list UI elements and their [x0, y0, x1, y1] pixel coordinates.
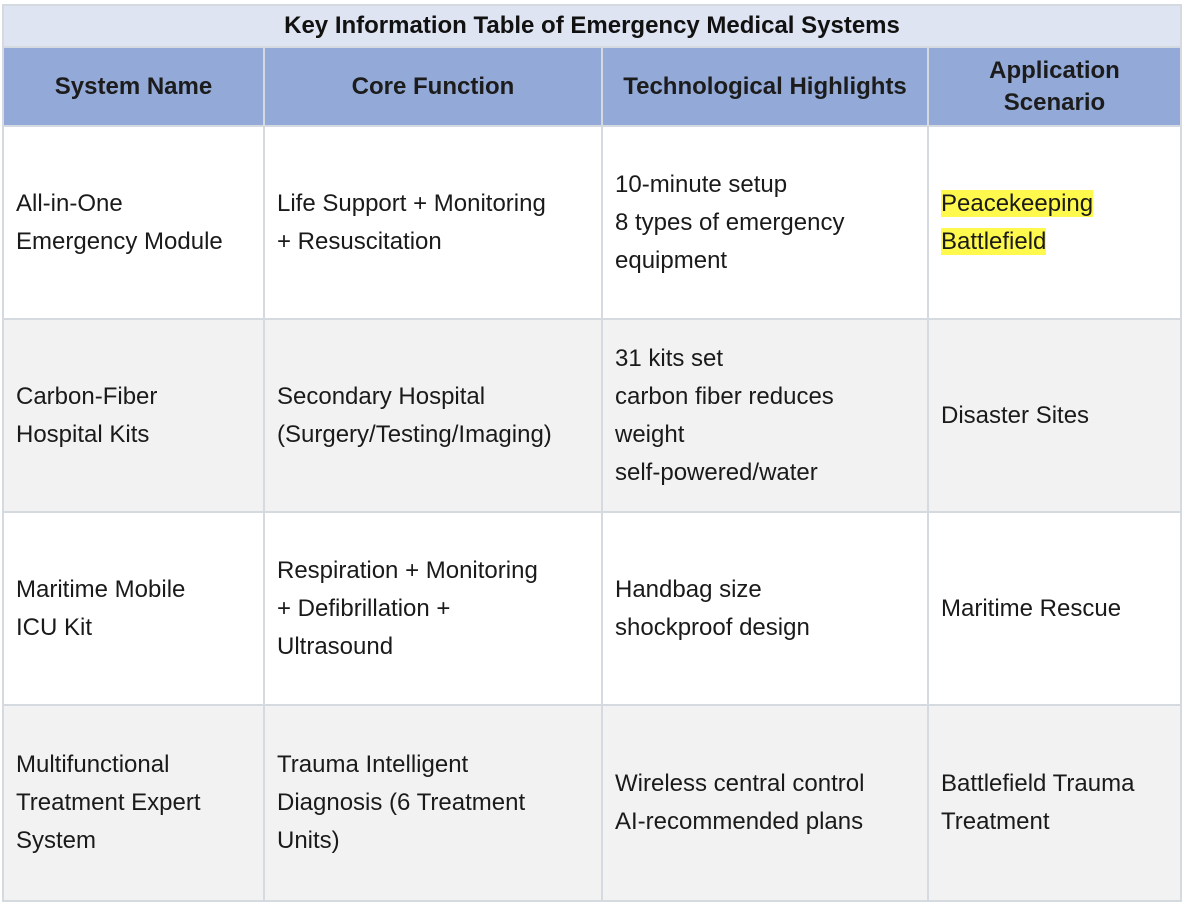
- cell-application-scenario: Disaster Sites: [927, 318, 1182, 513]
- cell-core-function: Trauma Intelligent Diagnosis (6 Treatmen…: [263, 704, 603, 902]
- highlighted-text: Peacekeeping: [941, 189, 1094, 217]
- cell-line: ICU Kit: [16, 613, 93, 641]
- cell-line: + Resuscitation: [277, 227, 442, 255]
- cell-system-name: Multifunctional Treatment Expert System: [2, 704, 265, 902]
- header-technological-highlights: Technological Highlights: [601, 46, 929, 127]
- cell-system-name: Carbon-Fiber Hospital Kits: [2, 318, 265, 513]
- table-title: Key Information Table of Emergency Medic…: [2, 4, 1182, 48]
- cell-line: Ultrasound: [277, 632, 394, 660]
- header-core-function: Core Function: [263, 46, 603, 127]
- cell-line: (Surgery/Testing/Imaging): [277, 420, 552, 448]
- header-line: Technological Highlights: [623, 72, 907, 100]
- cell-line: Emergency Module: [16, 227, 223, 255]
- cell-line: Treatment: [941, 808, 1050, 835]
- cell-line: self-powered/water: [615, 458, 818, 486]
- cell-line: System: [16, 827, 97, 854]
- cell-technological-highlights: 10-minute setup 8 types of emergency equ…: [601, 125, 929, 320]
- table-title-row: Key Information Table of Emergency Medic…: [2, 4, 1182, 48]
- table-row: All-in-One Emergency Module Life Support…: [2, 125, 1182, 320]
- cell-line: Disaster Sites: [941, 401, 1090, 429]
- cell-application-scenario: Maritime Rescue: [927, 511, 1182, 706]
- header-line: System Name: [54, 72, 213, 100]
- cell-line: Hospital Kits: [16, 420, 150, 448]
- cell-line: 10-minute setup: [615, 170, 788, 198]
- cell-line: AI-recommended plans: [615, 808, 864, 835]
- cell-technological-highlights: 31 kits set carbon fiber reduces weight …: [601, 318, 929, 513]
- cell-line: equipment: [615, 246, 728, 274]
- table-row: Carbon-Fiber Hospital Kits Secondary Hos…: [2, 318, 1182, 513]
- cell-line: Units): [277, 827, 340, 854]
- cell-line: Battlefield Trauma: [941, 770, 1135, 797]
- cell-line-highlighted: Battlefield: [941, 223, 1168, 261]
- cell-line: shockproof design: [615, 613, 810, 641]
- table-row: Multifunctional Treatment Expert System …: [2, 704, 1182, 902]
- cell-line-highlighted: Peacekeeping: [941, 185, 1168, 223]
- cell-line: Secondary Hospital: [277, 382, 486, 410]
- cell-line: Trauma Intelligent: [277, 751, 469, 778]
- highlighted-text: Battlefield: [941, 227, 1047, 255]
- emergency-systems-table: Key Information Table of Emergency Medic…: [2, 4, 1182, 902]
- header-line: Application: [989, 56, 1120, 84]
- cell-line: Respiration + Monitoring: [277, 556, 538, 584]
- cell-core-function: Secondary Hospital (Surgery/Testing/Imag…: [263, 318, 603, 513]
- header-system-name: System Name: [2, 46, 265, 127]
- emergency-systems-table-wrapper: Key Information Table of Emergency Medic…: [2, 4, 1182, 902]
- cell-line: weight: [615, 420, 685, 448]
- header-line: Core Function: [351, 72, 515, 100]
- cell-line: Diagnosis (6 Treatment: [277, 789, 526, 816]
- cell-line: Handbag size: [615, 575, 762, 603]
- cell-system-name: Maritime Mobile ICU Kit: [2, 511, 265, 706]
- header-application-scenario: Application Scenario: [927, 46, 1182, 127]
- cell-line: carbon fiber reduces: [615, 382, 834, 410]
- cell-system-name: All-in-One Emergency Module: [2, 125, 265, 320]
- cell-line: Carbon-Fiber: [16, 382, 158, 410]
- cell-technological-highlights: Wireless central control AI-recommended …: [601, 704, 929, 902]
- cell-application-scenario: Peacekeeping Battlefield: [927, 125, 1182, 320]
- cell-core-function: Respiration + Monitoring + Defibrillatio…: [263, 511, 603, 706]
- header-line: Scenario: [1003, 88, 1106, 116]
- cell-line: Treatment Expert: [16, 789, 201, 816]
- cell-line: + Defibrillation +: [277, 594, 451, 622]
- cell-line: 31 kits set: [615, 344, 724, 372]
- cell-line: Maritime Mobile: [16, 575, 186, 603]
- table-header-row: System Name Core Function Technological …: [2, 46, 1182, 127]
- cell-line: 8 types of emergency: [615, 208, 845, 236]
- cell-core-function: Life Support + Monitoring + Resuscitatio…: [263, 125, 603, 320]
- cell-line: All-in-One: [16, 189, 123, 217]
- cell-line: Life Support + Monitoring: [277, 189, 546, 217]
- cell-line: Wireless central control: [615, 770, 865, 797]
- cell-application-scenario: Battlefield Trauma Treatment: [927, 704, 1182, 902]
- cell-line: Maritime Rescue: [941, 594, 1122, 622]
- table-row: Maritime Mobile ICU Kit Respiration + Mo…: [2, 511, 1182, 706]
- cell-technological-highlights: Handbag size shockproof design: [601, 511, 929, 706]
- cell-line: Multifunctional: [16, 751, 170, 778]
